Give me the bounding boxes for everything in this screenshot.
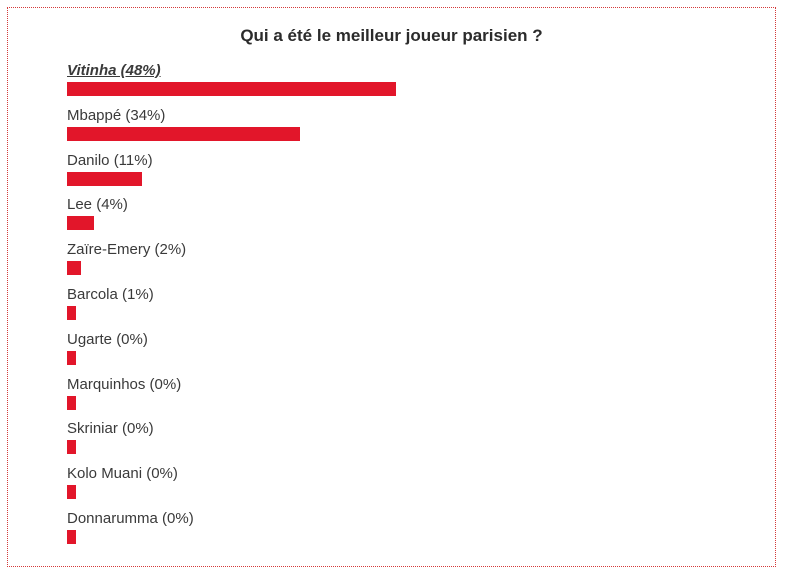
poll-option[interactable]: Danilo (11%) [67,152,767,197]
poll-option[interactable]: Barcola (1%) [67,286,767,331]
poll-option[interactable]: Marquinhos (0%) [67,376,767,421]
poll-option[interactable]: Donnarumma (0%) [67,510,767,555]
result-bar [67,261,81,276]
result-bar [67,485,76,500]
poll-option[interactable]: Lee (4%) [67,196,767,241]
option-label: Marquinhos (0%) [67,375,182,393]
option-label: Vitinha (48%) [67,62,161,79]
result-bar [67,529,76,544]
result-bar [67,126,300,141]
option-label: Skriniar (0%) [67,420,154,438]
result-bar [67,171,143,186]
option-label: Lee (4%) [67,196,128,214]
poll-option[interactable]: Ugarte (0%) [67,331,767,376]
poll-option[interactable]: Vitinha (48%) [67,62,767,107]
result-bar [67,440,76,455]
result-bar [67,305,76,320]
result-bar [67,350,76,365]
option-label: Ugarte (0%) [67,330,148,348]
poll-option[interactable]: Mbappé (34%) [67,107,767,152]
poll-options: Vitinha (48%) Mbappé (34%) Danilo (11%) Lee… [67,62,767,555]
option-label: Danilo (11%) [67,151,153,169]
result-bar [67,395,76,410]
option-label: Donnarumma (0%) [67,509,194,527]
poll-title: Qui a été le meilleur joueur parisien ? [240,26,543,45]
option-label: Zaïre-Emery (2%) [67,241,187,259]
poll-option[interactable]: Zaïre-Emery (2%) [67,241,767,286]
option-label: Mbappé (34%) [67,106,166,124]
result-bar [67,82,396,96]
poll-option[interactable]: Skriniar (0%) [67,420,767,465]
poll-widget: Qui a été le meilleur joueur parisien ? … [7,7,776,567]
option-label: Barcola (1%) [67,285,154,303]
poll-option[interactable]: Kolo Muani (0%) [67,465,767,510]
result-bar [67,216,95,231]
option-label: Kolo Muani (0%) [67,465,178,483]
